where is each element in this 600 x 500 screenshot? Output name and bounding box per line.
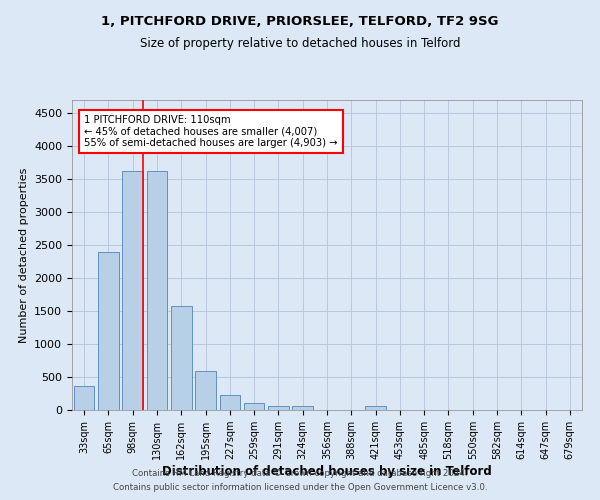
Text: Contains public sector information licensed under the Open Government Licence v3: Contains public sector information licen…	[113, 484, 487, 492]
Bar	[98, 252, 119, 410]
Bar	[220, 396, 240, 410]
Bar	[171, 306, 191, 410]
X-axis label: Distribution of detached houses by size in Telford: Distribution of detached houses by size …	[162, 465, 492, 478]
Y-axis label: Number of detached properties: Number of detached properties	[19, 168, 29, 342]
Text: Size of property relative to detached houses in Telford: Size of property relative to detached ho…	[140, 38, 460, 51]
Bar	[292, 406, 313, 410]
Text: 1 PITCHFORD DRIVE: 110sqm
← 45% of detached houses are smaller (4,007)
55% of se: 1 PITCHFORD DRIVE: 110sqm ← 45% of detac…	[85, 114, 338, 148]
Text: Contains HM Land Registry data © Crown copyright and database right 2024.: Contains HM Land Registry data © Crown c…	[132, 468, 468, 477]
Text: 1, PITCHFORD DRIVE, PRIORSLEE, TELFORD, TF2 9SG: 1, PITCHFORD DRIVE, PRIORSLEE, TELFORD, …	[101, 15, 499, 28]
Bar	[122, 171, 143, 410]
Bar	[74, 386, 94, 410]
Bar	[268, 406, 289, 410]
Bar	[195, 371, 216, 410]
Bar	[146, 171, 167, 410]
Bar	[365, 406, 386, 410]
Bar	[244, 402, 265, 410]
